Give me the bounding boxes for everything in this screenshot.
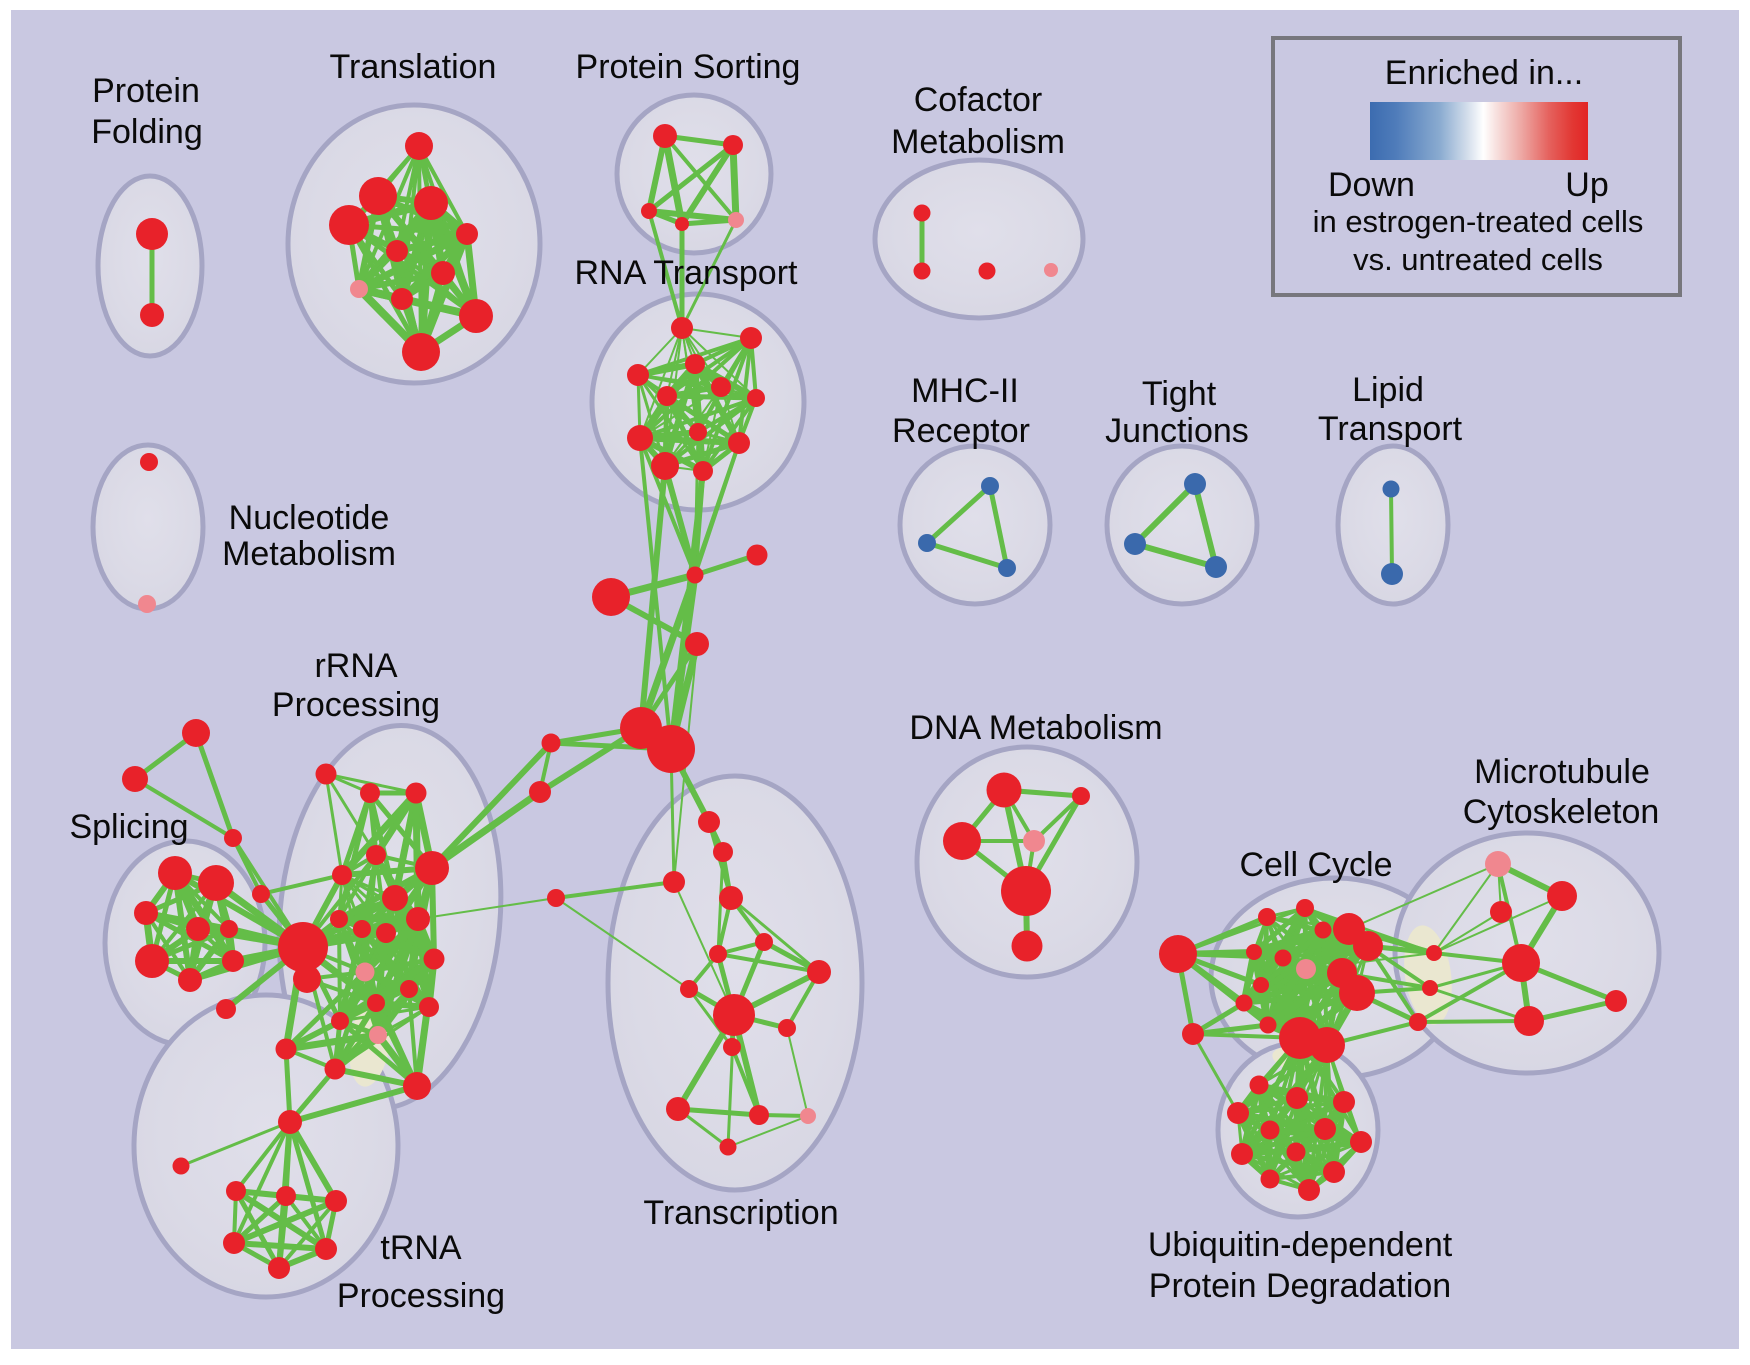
svg-text:Cofactor: Cofactor [914, 81, 1043, 119]
svg-text:RNA Transport: RNA Transport [575, 254, 799, 292]
svg-text:in estrogen-treated cells: in estrogen-treated cells [1313, 204, 1644, 239]
svg-text:Cell Cycle: Cell Cycle [1239, 846, 1392, 884]
svg-text:Up: Up [1565, 166, 1608, 204]
svg-text:Transcription: Transcription [643, 1194, 838, 1232]
svg-text:Enriched in...: Enriched in... [1385, 54, 1583, 92]
svg-text:Metabolism: Metabolism [222, 535, 396, 573]
svg-text:Transport: Transport [1318, 410, 1463, 448]
svg-text:Ubiquitin-dependent: Ubiquitin-dependent [1148, 1226, 1453, 1264]
svg-text:DNA Metabolism: DNA Metabolism [909, 709, 1162, 747]
svg-text:Protein Sorting: Protein Sorting [576, 48, 801, 86]
svg-text:Down: Down [1328, 166, 1415, 204]
svg-text:Protein: Protein [92, 72, 200, 110]
svg-text:Cytoskeleton: Cytoskeleton [1463, 793, 1660, 831]
svg-text:rRNA: rRNA [314, 647, 397, 685]
svg-text:Protein Degradation: Protein Degradation [1149, 1267, 1451, 1305]
svg-text:tRNA: tRNA [380, 1229, 462, 1267]
svg-text:Junctions: Junctions [1105, 412, 1249, 450]
svg-text:Tight: Tight [1142, 375, 1217, 413]
svg-text:Nucleotide: Nucleotide [229, 499, 390, 537]
svg-text:MHC-II: MHC-II [911, 372, 1019, 410]
svg-text:Translation: Translation [330, 48, 497, 86]
svg-text:Folding: Folding [91, 113, 203, 151]
svg-text:Lipid: Lipid [1352, 371, 1424, 409]
svg-text:Microtubule: Microtubule [1474, 753, 1650, 791]
svg-text:Metabolism: Metabolism [891, 123, 1065, 161]
svg-text:Processing: Processing [337, 1277, 505, 1315]
svg-text:Processing: Processing [272, 686, 440, 724]
svg-text:Receptor: Receptor [892, 412, 1030, 450]
svg-text:vs. untreated cells: vs. untreated cells [1353, 242, 1603, 277]
svg-text:Splicing: Splicing [69, 808, 188, 846]
